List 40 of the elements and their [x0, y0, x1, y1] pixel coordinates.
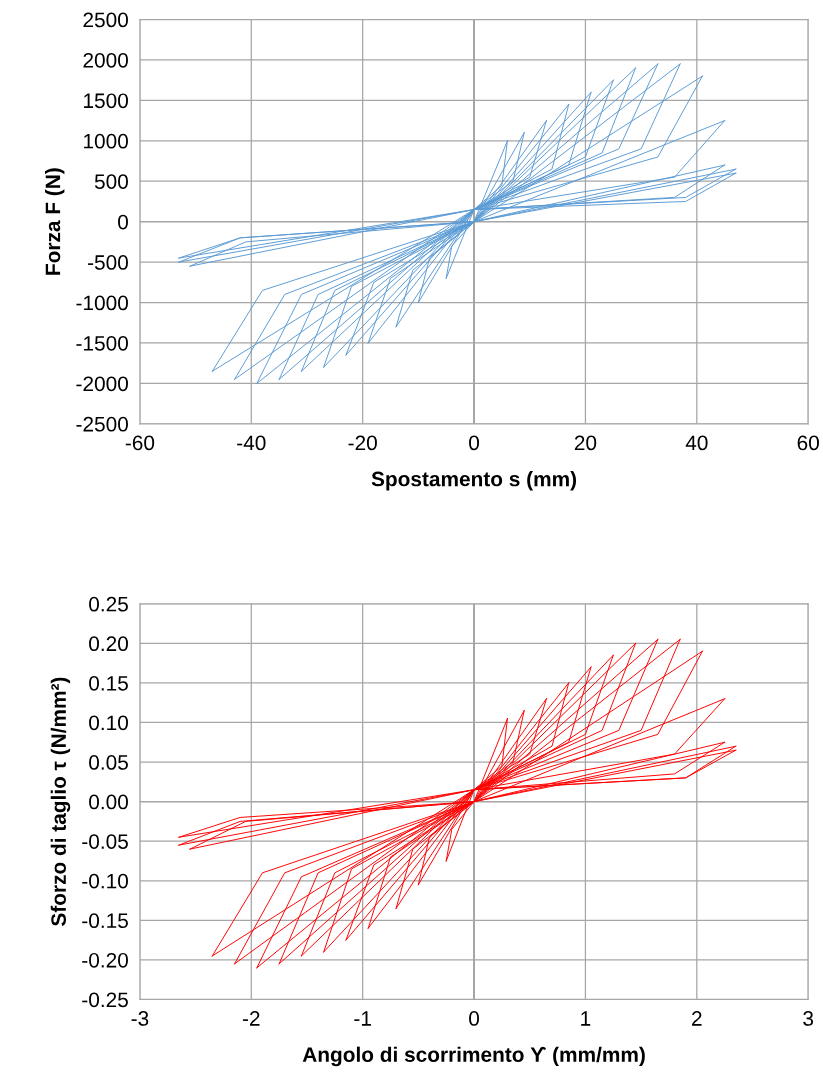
x-tick-label: -20 [348, 435, 377, 451]
y-tick-label: 0.15 [89, 675, 128, 691]
x-tick-label: -3 [131, 1011, 149, 1026]
y-tick-label: 2000 [83, 52, 128, 68]
y-tick-label: 0.00 [89, 794, 128, 810]
y-tick-label: 500 [94, 174, 128, 189]
y-axis-title: Sforzo di taglio τ (N/mm²) [50, 677, 71, 927]
x-tick-label: 40 [685, 435, 708, 451]
y-tick-label: -1000 [76, 295, 128, 311]
x-tick-label: 2 [692, 1011, 702, 1026]
y-tick-label: -0.05 [82, 834, 128, 849]
y-tick-label: -2000 [76, 376, 128, 392]
y-tick-label: 1500 [84, 93, 128, 109]
y-tick-label: 0.20 [89, 636, 128, 652]
y-tick-label: -0.25 [82, 992, 128, 1008]
y-tick-label: 0.05 [89, 755, 128, 770]
x-tick-label: -1 [354, 1011, 371, 1026]
y-tick-label: -500 [88, 255, 128, 270]
y-tick-label: -0.20 [82, 952, 128, 968]
x-tick-label: 0 [469, 1011, 480, 1026]
y-axis-title: Forza F (N) [44, 168, 65, 275]
y-tick-label: -0.10 [82, 873, 128, 889]
y-tick-label: -1500 [76, 335, 128, 351]
y-tick-label: -2500 [76, 416, 128, 432]
y-tick-label: -0.15 [82, 913, 128, 929]
x-tick-label: 0 [469, 435, 480, 451]
y-tick-label: 1000 [84, 133, 128, 149]
x-tick-label: 60 [797, 435, 819, 451]
x-axis-title: Angolo di scorrimento ϒ (mm/mm) [302, 1046, 645, 1067]
y-tick-label: 0.10 [89, 715, 128, 731]
y-tick-label: 2500 [83, 12, 128, 28]
x-tick-label: 3 [803, 1011, 814, 1026]
x-tick-label: 1 [581, 1011, 591, 1026]
x-tick-label: -60 [125, 435, 155, 451]
x-tick-label: -2 [242, 1011, 260, 1026]
y-tick-label: 0.25 [89, 596, 128, 612]
x-tick-label: 20 [574, 435, 597, 451]
y-tick-label: 0 [118, 214, 128, 230]
x-axis-title: Spostamento s (mm) [371, 471, 577, 491]
x-tick-label: -40 [237, 435, 266, 451]
